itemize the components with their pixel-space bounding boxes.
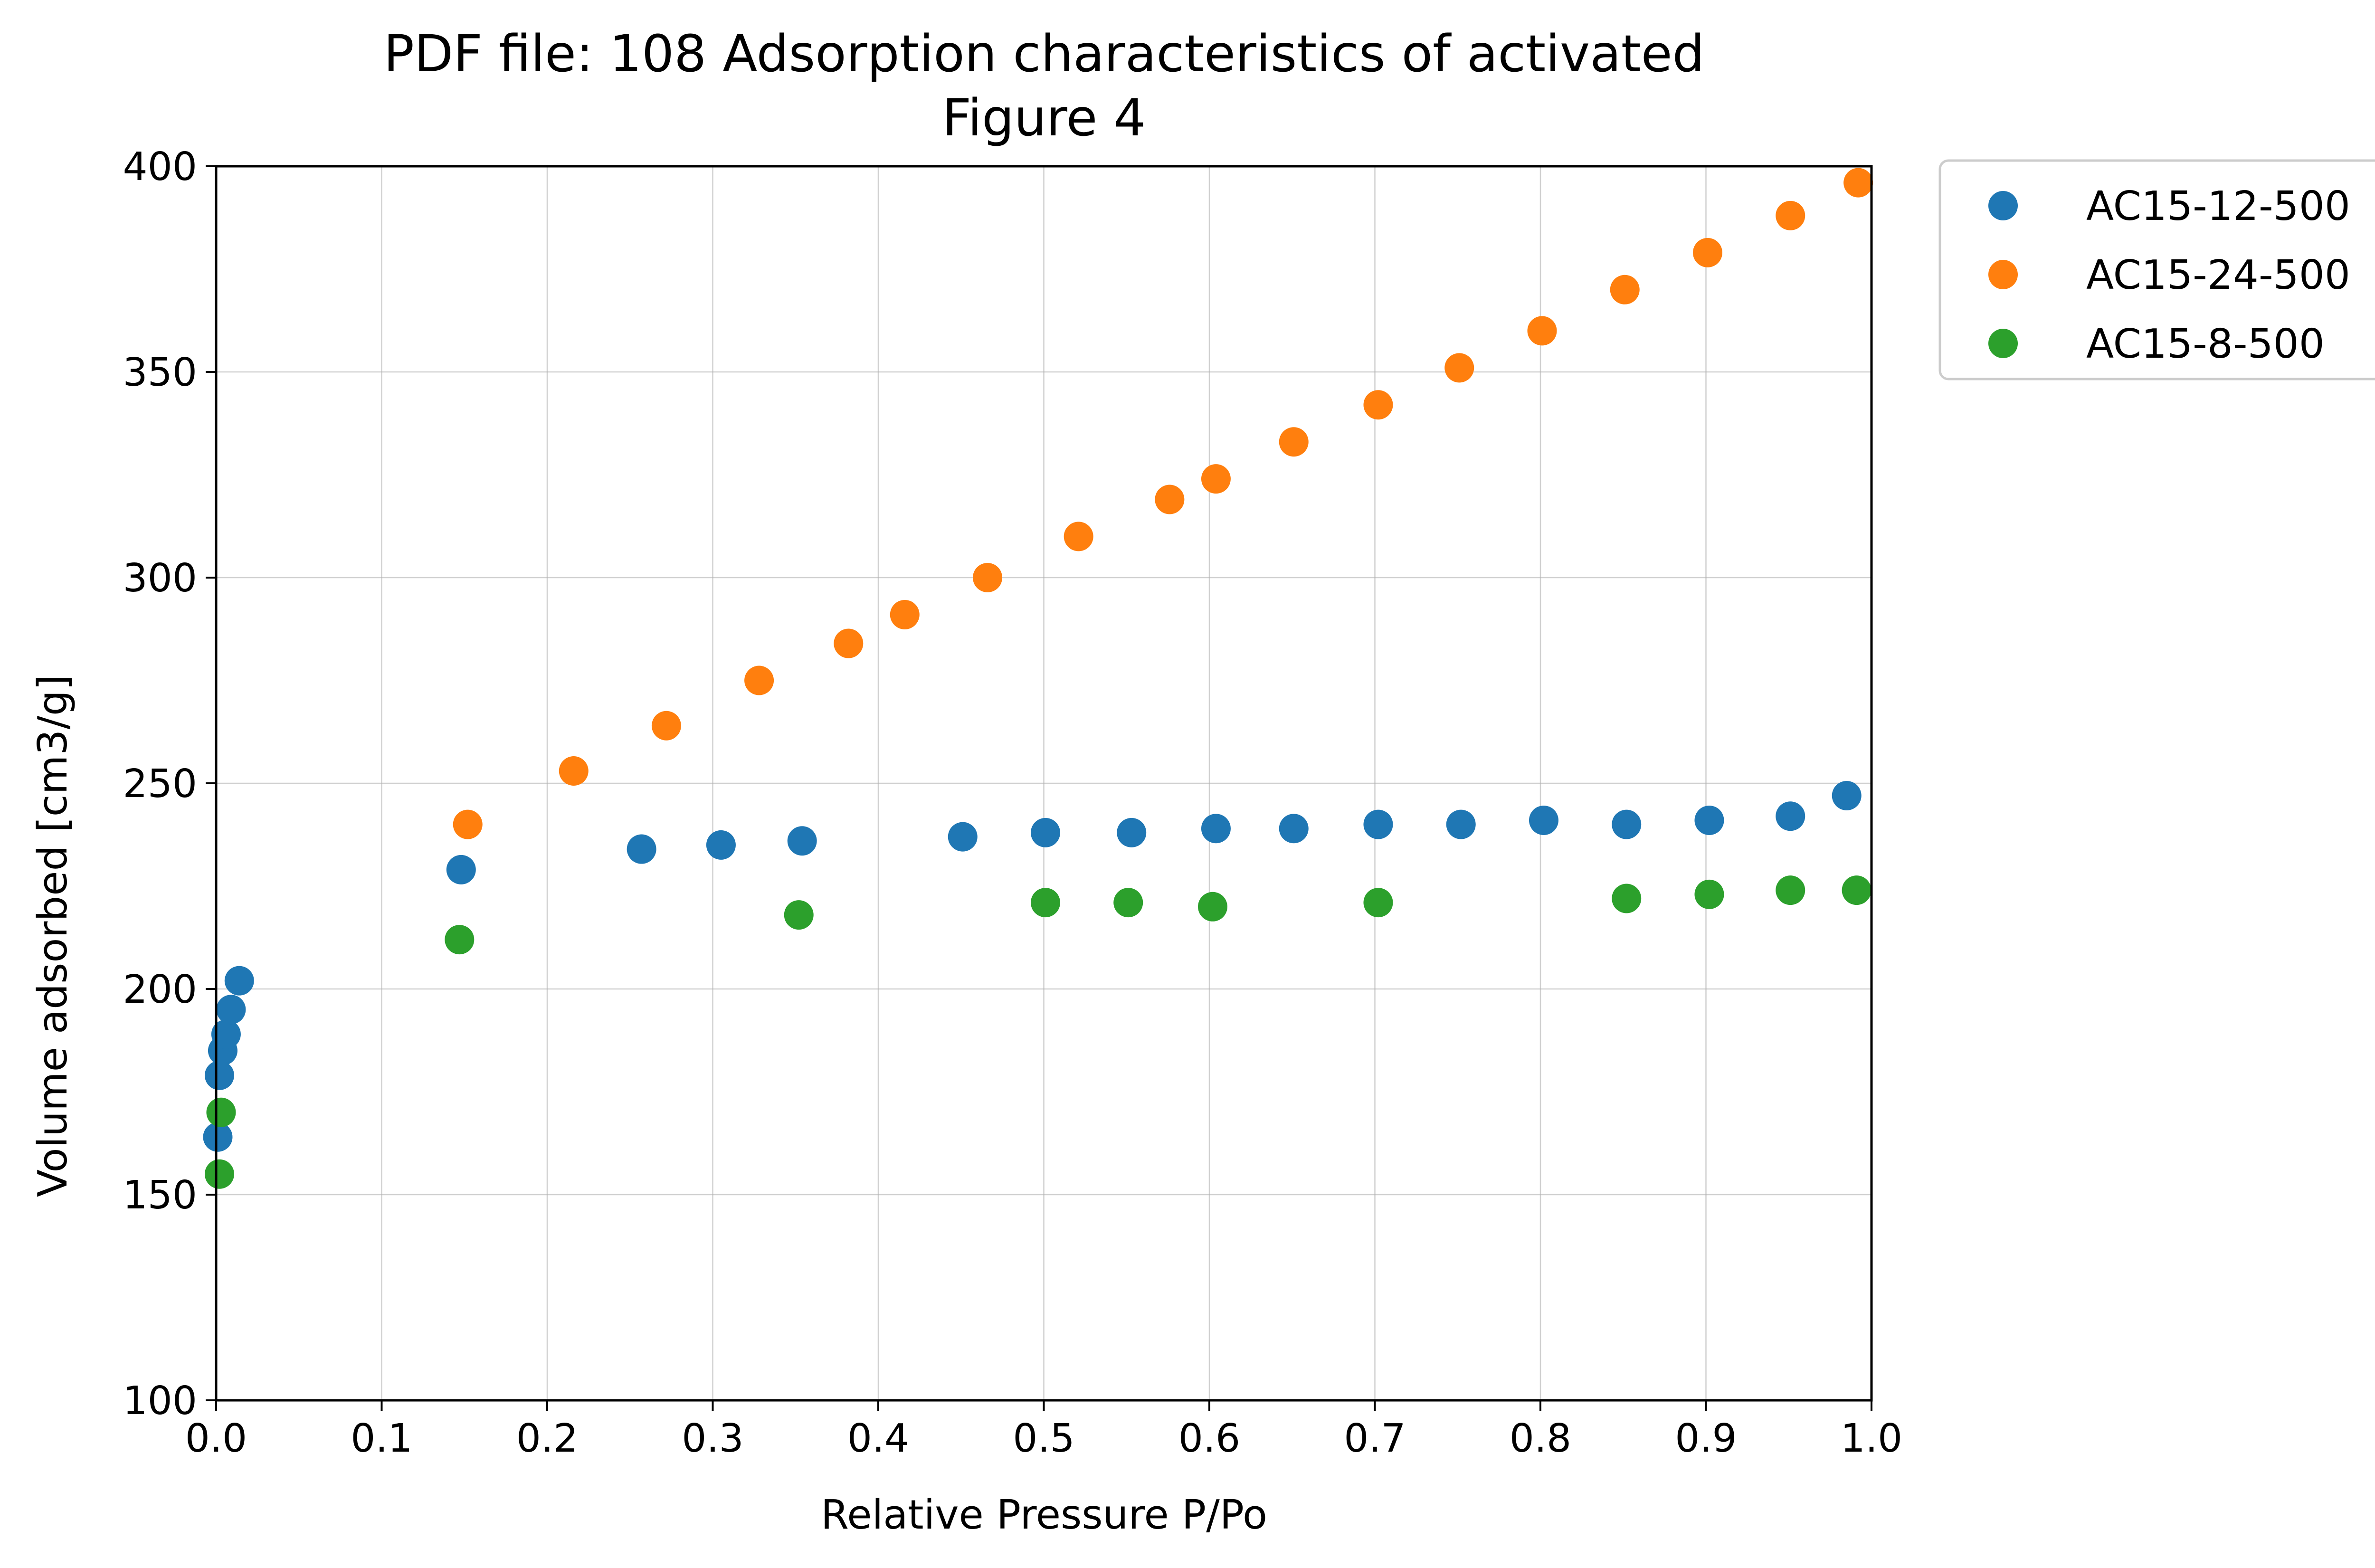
x-tick-label: 0.7 (1344, 1416, 1406, 1461)
x-tick-label: 0.8 (1510, 1416, 1571, 1461)
data-point-AC15-12-500-3 (211, 1019, 241, 1049)
x-tick-label: 0.0 (185, 1416, 247, 1461)
data-point-AC15-12-500-16 (1446, 809, 1476, 839)
y-tick-label: 100 (123, 1378, 197, 1424)
series-layer (203, 168, 1873, 1189)
data-point-AC15-12-500-9 (787, 826, 817, 856)
data-point-AC15-24-500-7 (1064, 522, 1093, 551)
y-tick-label: 400 (123, 144, 197, 190)
data-point-AC15-24-500-12 (1444, 353, 1474, 383)
x-tick-label: 0.5 (1013, 1416, 1074, 1461)
data-point-AC15-12-500-13 (1201, 814, 1231, 844)
x-tick-label: 0.2 (516, 1416, 578, 1461)
data-point-AC15-12-500-19 (1694, 805, 1724, 835)
data-point-AC15-8-500-6 (1197, 892, 1227, 922)
x-tick-label: 0.4 (847, 1416, 909, 1461)
series-AC15-8-500 (204, 875, 1872, 1189)
y-tick-label: 150 (123, 1173, 197, 1218)
data-point-AC15-24-500-13 (1527, 316, 1557, 346)
legend-marker-AC15-12-500 (1988, 191, 2018, 220)
y-tick-label: 300 (123, 556, 197, 601)
data-point-AC15-12-500-7 (627, 834, 656, 864)
data-point-AC15-12-500-0 (203, 1122, 233, 1152)
legend-label-AC15-24-500: AC15-24-500 (2086, 252, 2350, 299)
data-point-AC15-12-500-21 (1832, 780, 1862, 810)
data-point-AC15-12-500-8 (706, 830, 736, 860)
data-point-AC15-12-500-12 (1117, 817, 1147, 847)
data-point-AC15-24-500-15 (1692, 238, 1722, 267)
data-point-AC15-24-500-14 (1610, 275, 1640, 304)
x-tick-label: 0.9 (1675, 1416, 1737, 1461)
data-point-AC15-24-500-17 (1843, 168, 1873, 198)
legend: AC15-12-500 AC15-24-500 AC15-8-500 (1938, 159, 2375, 380)
data-point-AC15-8-500-8 (1612, 884, 1642, 913)
data-point-AC15-24-500-2 (651, 711, 681, 741)
data-point-AC15-12-500-18 (1612, 809, 1642, 839)
y-axis: 100 150 200 250 300 350 400 (123, 144, 216, 1424)
series-AC15-12-500 (203, 780, 1862, 1152)
data-point-AC15-12-500-5 (224, 966, 254, 996)
data-point-AC15-12-500-6 (446, 855, 476, 884)
data-point-AC15-24-500-11 (1363, 390, 1393, 420)
y-axis-label: Volume adsorbed [cm3/g] (29, 675, 76, 1197)
data-point-AC15-8-500-1 (206, 1097, 236, 1127)
data-point-AC15-12-500-11 (1030, 817, 1060, 847)
data-point-AC15-8-500-5 (1113, 888, 1143, 918)
x-tick-label: 0.6 (1178, 1416, 1240, 1461)
grid (215, 165, 1872, 1401)
data-point-AC15-8-500-7 (1363, 888, 1393, 918)
chart-title: PDF file: 108 Adsorption characteristics… (383, 25, 1704, 148)
data-point-AC15-8-500-9 (1694, 879, 1724, 909)
data-point-AC15-24-500-3 (744, 665, 774, 695)
y-tick-label: 250 (123, 761, 197, 807)
data-point-AC15-8-500-0 (204, 1159, 234, 1189)
x-tick-label: 0.1 (351, 1416, 412, 1461)
y-tick-label: 200 (123, 967, 197, 1012)
data-point-AC15-8-500-3 (784, 900, 814, 930)
data-point-AC15-8-500-2 (445, 925, 475, 955)
data-point-AC15-8-500-10 (1776, 875, 1805, 905)
data-point-AC15-12-500-17 (1529, 805, 1558, 835)
plot-area (203, 165, 1873, 1402)
legend-marker-AC15-24-500 (1988, 260, 2018, 289)
data-point-AC15-12-500-20 (1776, 801, 1805, 831)
data-point-AC15-24-500-16 (1776, 200, 1805, 230)
x-axis: 0.0 0.1 0.2 0.3 0.4 0.5 0.6 0.7 0.8 0.9 1.0 (185, 1400, 1902, 1461)
data-point-AC15-12-500-14 (1279, 814, 1309, 844)
x-tick-label: 1.0 (1841, 1416, 1902, 1461)
data-point-AC15-12-500-1 (204, 1060, 234, 1090)
chart-title-line-1: PDF file: 108 Adsorption characteristics… (383, 25, 1704, 84)
series-AC15-24-500 (453, 168, 1873, 839)
data-point-AC15-24-500-10 (1279, 427, 1309, 457)
data-point-AC15-8-500-4 (1030, 888, 1060, 918)
data-point-AC15-24-500-1 (559, 756, 589, 786)
y-tick-label: 350 (123, 350, 197, 395)
chart-title-line-2: Figure 4 (942, 89, 1146, 148)
legend-label-AC15-12-500: AC15-12-500 (2086, 183, 2350, 230)
data-point-AC15-24-500-0 (453, 809, 483, 839)
x-axis-label: Relative Pressure P/Po (821, 1492, 1267, 1539)
legend-marker-AC15-8-500 (1988, 329, 2018, 358)
data-point-AC15-12-500-15 (1363, 809, 1393, 839)
x-tick-label: 0.3 (682, 1416, 743, 1461)
data-point-AC15-24-500-4 (834, 628, 864, 658)
legend-entries: AC15-12-500 AC15-24-500 AC15-8-500 (1988, 183, 2350, 368)
data-point-AC15-24-500-5 (890, 599, 920, 629)
data-point-AC15-24-500-9 (1201, 464, 1231, 494)
data-point-AC15-12-500-10 (948, 822, 978, 852)
data-point-AC15-12-500-4 (216, 995, 246, 1025)
data-point-AC15-24-500-8 (1155, 485, 1185, 514)
legend-label-AC15-8-500: AC15-8-500 (2086, 321, 2325, 368)
legend-box (1938, 159, 2375, 380)
data-point-AC15-24-500-6 (973, 563, 1003, 592)
data-point-AC15-8-500-11 (1842, 875, 1872, 905)
